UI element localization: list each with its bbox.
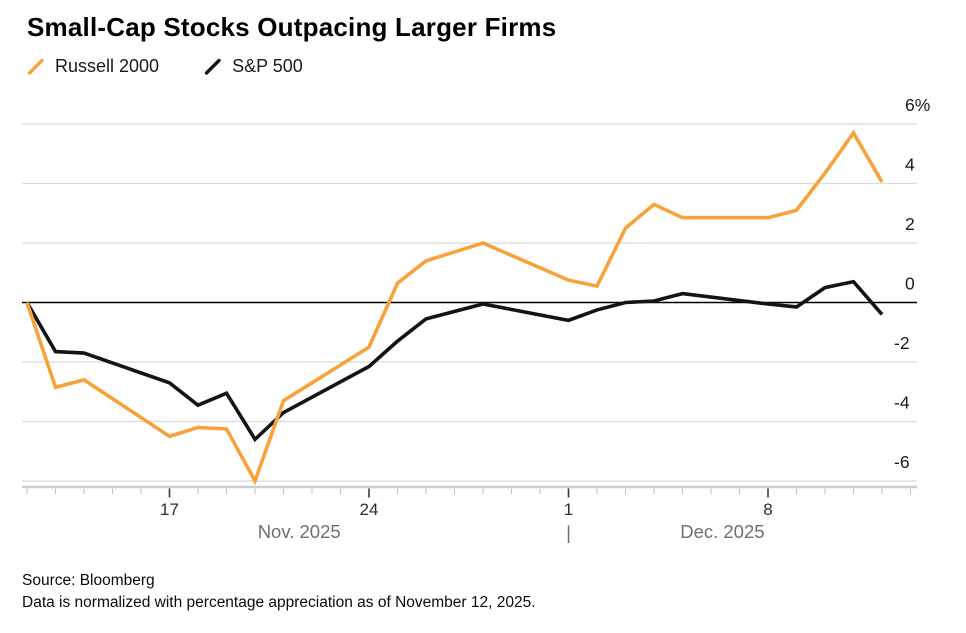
svg-text:-4: -4 [894,393,910,413]
legend-label-russell-2000: Russell 2000 [55,56,160,76]
russell-2000-line-swatch-icon [27,58,44,75]
svg-text:4: 4 [905,155,915,175]
svg-text:17: 17 [160,500,179,519]
legend-item-russell-2000: Russell 2000 [26,56,159,77]
data-note: Data is normalized with percentage appre… [22,594,536,611]
sp-500-line-swatch-icon [204,58,221,75]
svg-text:1: 1 [564,500,573,519]
source-note: Source: Bloomberg [22,572,155,589]
chart-legend: Russell 2000 S&P 500 [26,56,303,77]
svg-text:24: 24 [360,500,379,519]
svg-text:0: 0 [905,274,915,294]
svg-text:Nov. 2025: Nov. 2025 [258,521,341,542]
svg-text:8: 8 [763,500,772,519]
legend-item-sp-500: S&P 500 [203,56,303,77]
svg-text:-2: -2 [894,333,910,353]
svg-text:Dec. 2025: Dec. 2025 [680,521,764,542]
legend-label-sp-500: S&P 500 [232,56,303,76]
svg-text:|: | [566,522,571,543]
chart-canvas: 6% 4 2 0 -2 -4 -6 17 24 1 8 Nov. 2025 Dec. 2025 | [22,95,930,543]
svg-text:2: 2 [905,214,915,234]
svg-text:6%: 6% [905,95,930,115]
page-title: Small-Cap Stocks Outpacing Larger Firms [27,12,557,42]
svg-text:-6: -6 [894,452,910,472]
chart-footer: Source: Bloomberg Data is normalized wit… [22,570,536,614]
